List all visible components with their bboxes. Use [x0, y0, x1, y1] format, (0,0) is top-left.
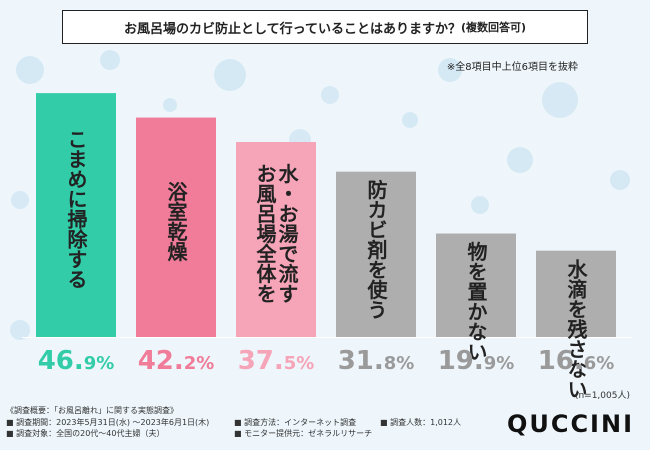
value-label-3: 37.5%	[238, 346, 315, 376]
category-label-6: 水滴を残さない	[564, 258, 588, 398]
category-label-3-line-1: 水・お湯で流す	[275, 163, 299, 303]
brand-logo: QUCCINI	[506, 410, 634, 438]
category-label-3-line-2: お風呂場全体を	[253, 163, 277, 303]
survey-period: ■ 調査期間：2023年5月31日(水) ～2023年6月1日(木)	[6, 417, 210, 427]
category-label-2: 浴室乾燥	[164, 181, 188, 262]
sample-size: (n=1,005人)	[574, 391, 630, 401]
bar-3	[236, 142, 316, 337]
bar-6	[536, 250, 616, 337]
value-label-6: 16.6%	[538, 346, 615, 376]
survey-target: ■ 調査対象：全国の20代～40代主婦（夫）	[6, 429, 165, 438]
survey-overview: 《調査概要：「お風呂離れ」に関する実態調査》	[6, 406, 178, 415]
bar-1	[36, 93, 116, 338]
survey-footer-right: ■ 調査人数：1,012人	[380, 405, 461, 428]
value-label-4: 31.8%	[338, 346, 415, 376]
survey-provider: ■ モニター提供元：ゼネラルリサーチ	[234, 429, 373, 438]
bar-5	[436, 233, 516, 337]
category-label-4: 防カビ剤を使う	[364, 178, 388, 319]
survey-footer-middle: ■ 調査方法：インターネット調査 ■ モニター提供元：ゼネラルリサーチ	[234, 405, 372, 440]
value-label-5: 19.9%	[438, 346, 515, 376]
category-label-1: こまめに掃除する	[64, 129, 88, 289]
note-text: ※全8項目中上位6項目を抜粋	[446, 62, 578, 73]
value-label-2: 42.2%	[138, 346, 215, 376]
bar-2	[136, 117, 216, 337]
category-label-5: 物を置かない	[464, 240, 488, 361]
title-text: お風呂場のカビ防止として行っていることはありますか？	[123, 21, 461, 37]
value-label-1: 46.9%	[38, 346, 115, 376]
chart-title: お風呂場のカビ防止として行っていることはありますか？ (複数回答可)	[62, 10, 588, 44]
title-subtext: (複数回答可)	[460, 21, 527, 34]
survey-people: ■ 調査人数：1,012人	[380, 417, 462, 427]
survey-method: ■ 調査方法：インターネット調査	[234, 417, 357, 427]
survey-footer-left: 《調査概要：「お風呂離れ」に関する実態調査》 ■ 調査期間：2023年5月31日…	[6, 405, 209, 440]
bar-4	[336, 171, 416, 337]
